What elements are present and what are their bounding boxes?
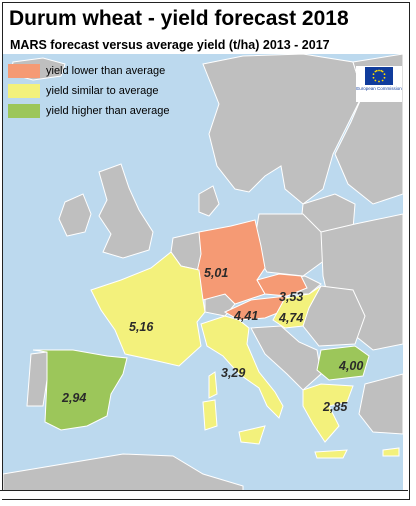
sardinia bbox=[202, 399, 218, 431]
north-africa bbox=[3, 453, 244, 494]
value-label-czechia: 3,53 bbox=[279, 290, 304, 304]
germany bbox=[196, 219, 266, 305]
greece bbox=[302, 383, 354, 443]
value-label-italy: 3,29 bbox=[221, 366, 246, 380]
legend-label-higher: yield higher than average bbox=[46, 105, 170, 117]
logo-text: European Commission bbox=[356, 86, 402, 91]
czechia bbox=[256, 273, 308, 297]
value-label-greece: 2,85 bbox=[323, 400, 348, 414]
denmark bbox=[198, 185, 220, 217]
crete bbox=[314, 449, 348, 459]
spain bbox=[32, 349, 128, 431]
bulgaria bbox=[316, 345, 370, 381]
legend-swatch-lower bbox=[8, 64, 40, 78]
value-label-spain: 2,94 bbox=[62, 391, 87, 405]
eu-flag-icon bbox=[365, 67, 393, 85]
legend-label-lower: yield lower than average bbox=[46, 65, 166, 77]
france bbox=[90, 251, 206, 367]
legend-item-higher: yield higher than average bbox=[8, 104, 208, 120]
european-commission-logo: European Commission bbox=[356, 66, 402, 102]
corsica bbox=[208, 371, 218, 399]
europe-map bbox=[3, 54, 403, 494]
map-subtitle: MARS forecast versus average yield (t/ha… bbox=[10, 38, 330, 52]
italy bbox=[200, 315, 284, 419]
legend-swatch-higher bbox=[8, 104, 40, 118]
great-britain bbox=[98, 163, 154, 259]
turkey bbox=[358, 373, 403, 435]
cyprus bbox=[382, 447, 400, 457]
ireland bbox=[58, 193, 92, 237]
value-label-germany: 5,01 bbox=[204, 266, 229, 280]
legend-item-lower: yield lower than average bbox=[8, 64, 208, 80]
value-label-france: 5,16 bbox=[129, 320, 154, 334]
value-label-bulgaria: 4,00 bbox=[339, 359, 364, 373]
legend-label-similar: yield similar to average bbox=[46, 85, 159, 97]
sicily bbox=[238, 425, 266, 445]
value-label-hungary: 4,74 bbox=[279, 311, 304, 325]
hungary bbox=[272, 285, 322, 329]
legend-item-similar: yield similar to average bbox=[8, 84, 208, 100]
value-label-austria: 4,41 bbox=[234, 309, 259, 323]
balkans-west bbox=[250, 325, 322, 391]
legend-swatch-similar bbox=[8, 84, 40, 98]
scandinavia bbox=[202, 54, 364, 205]
bottom-band bbox=[0, 490, 408, 499]
map-title: Durum wheat - yield forecast 2018 bbox=[9, 7, 349, 30]
